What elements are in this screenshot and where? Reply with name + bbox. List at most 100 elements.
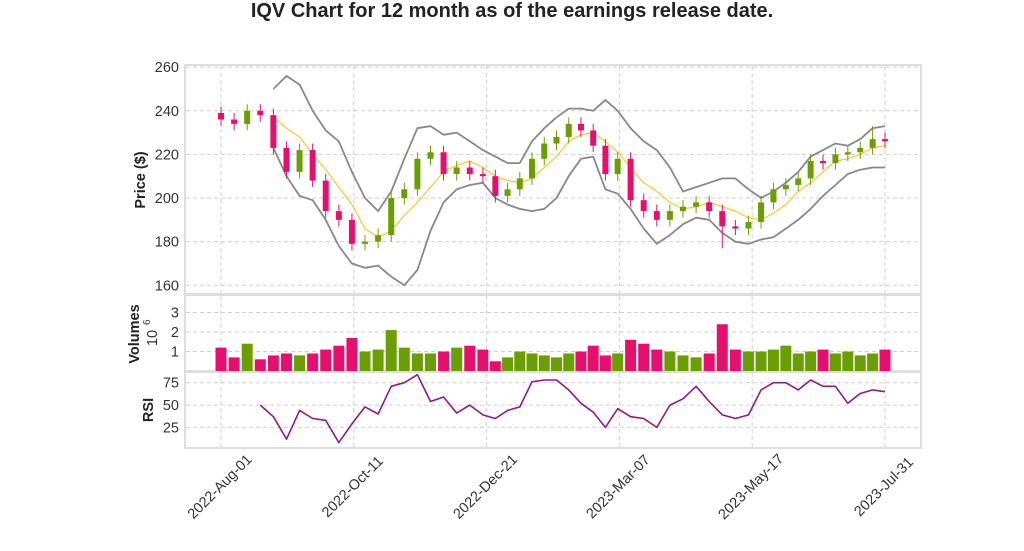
- volume-tick-label: 2: [171, 325, 179, 341]
- volume-bar: [612, 353, 624, 371]
- price-tick-label: 220: [155, 147, 179, 163]
- candle-body: [553, 136, 560, 144]
- volume-bar: [729, 349, 741, 371]
- candle-body: [666, 211, 673, 220]
- candle-body: [348, 219, 355, 244]
- rsi-tick-label: 25: [163, 420, 179, 436]
- candle-body: [693, 202, 700, 207]
- candle-body: [270, 115, 277, 148]
- candle-body: [577, 123, 584, 131]
- volume-bar: [625, 339, 637, 371]
- volume-bar: [241, 343, 253, 371]
- volume-bar: [228, 357, 240, 371]
- volume-bar: [587, 345, 599, 371]
- volume-bar: [267, 355, 279, 371]
- volume-bar: [550, 357, 562, 371]
- candle-body: [529, 158, 536, 179]
- rsi-panel-frame: [184, 371, 922, 449]
- volume-bar: [398, 347, 410, 371]
- candle-body: [309, 150, 316, 181]
- price-tick-label: 240: [155, 104, 179, 120]
- candle-body: [745, 222, 752, 229]
- candle-body: [479, 174, 486, 177]
- volume-bar: [526, 353, 538, 371]
- candle-body: [516, 178, 523, 190]
- volume-bar: [514, 351, 526, 371]
- candle-body: [257, 110, 264, 116]
- candle-body: [653, 211, 660, 220]
- candle-body: [614, 158, 621, 175]
- chart-title: IQV Chart for 12 month as of the earning…: [251, 0, 773, 22]
- x-tick-label: 2022-Aug-01: [185, 452, 256, 523]
- candle-body: [388, 198, 395, 236]
- x-tick-label: 2022-Oct-11: [319, 453, 387, 521]
- volume-bar: [215, 347, 227, 371]
- candle-body: [541, 143, 548, 159]
- candle-body: [492, 176, 499, 196]
- candle-body: [231, 119, 238, 124]
- candle-body: [375, 235, 382, 242]
- volume-bar: [477, 349, 489, 371]
- volume-bar: [502, 357, 514, 371]
- panel-frames: [184, 64, 922, 449]
- volume-bar: [805, 351, 817, 371]
- candle-body: [679, 206, 686, 212]
- grid: [186, 66, 920, 447]
- volume-bar: [742, 351, 754, 371]
- volume-bar: [372, 349, 384, 371]
- volume-bar: [254, 359, 266, 371]
- volume-bar: [664, 351, 676, 371]
- candle-body: [832, 154, 839, 164]
- candle-body: [706, 202, 713, 212]
- candle-body: [857, 147, 864, 153]
- volume-scale-exponent: 6: [142, 319, 153, 325]
- x-tick-label: 2023-Mar-07: [584, 452, 654, 522]
- volume-bar: [538, 355, 550, 371]
- volume-bar: [307, 353, 319, 371]
- candle-body: [719, 211, 726, 227]
- volume-bar: [575, 351, 587, 371]
- volume-bar: [424, 353, 436, 371]
- candle-body: [283, 147, 290, 172]
- candle-body: [466, 167, 473, 175]
- volume-bar: [690, 357, 702, 371]
- volume-bar: [563, 353, 575, 371]
- candle-body: [322, 180, 329, 212]
- bollinger-upper-line: [272, 75, 886, 212]
- rsi-axis-label: RSI: [141, 398, 157, 422]
- volume-bar: [359, 351, 371, 371]
- rsi-tick-label: 75: [163, 376, 179, 392]
- volume-bar: [320, 349, 332, 371]
- volume-tick-label: 1: [171, 345, 179, 361]
- bollinger-lower-line: [272, 147, 885, 287]
- volume-bar: [703, 353, 715, 371]
- candle-body: [296, 150, 303, 172]
- candle-body: [602, 145, 609, 175]
- candle-body: [414, 158, 421, 190]
- volume-bar: [451, 347, 463, 371]
- chart-marks: [215, 75, 891, 444]
- price-tick-label: 260: [155, 60, 179, 76]
- candle-body: [627, 158, 634, 201]
- volume-bar: [651, 349, 663, 371]
- volume-bar: [638, 343, 650, 371]
- candle-body: [782, 184, 789, 190]
- tick-labels: 2022-Aug-01 2022-Oct-11 2022-Dec-21 2023-Ma…: [155, 60, 917, 523]
- candle-body: [807, 160, 814, 179]
- candle-body: [504, 189, 511, 196]
- candle-body: [770, 189, 777, 203]
- candle-body: [640, 200, 647, 212]
- candle-body: [218, 112, 224, 120]
- candle-body: [565, 123, 572, 137]
- candle-body: [732, 226, 739, 229]
- volume-tick-label: 3: [171, 306, 179, 322]
- volume-scale-label: 10 6: [142, 319, 161, 346]
- candle-body: [335, 211, 342, 220]
- rsi-tick-label: 50: [163, 398, 179, 414]
- volume-bar: [780, 345, 792, 371]
- volume-bar: [294, 355, 306, 371]
- candle-body: [758, 202, 765, 223]
- x-tick-label: 2023-Jul-31: [851, 454, 916, 519]
- volume-bar: [280, 353, 292, 371]
